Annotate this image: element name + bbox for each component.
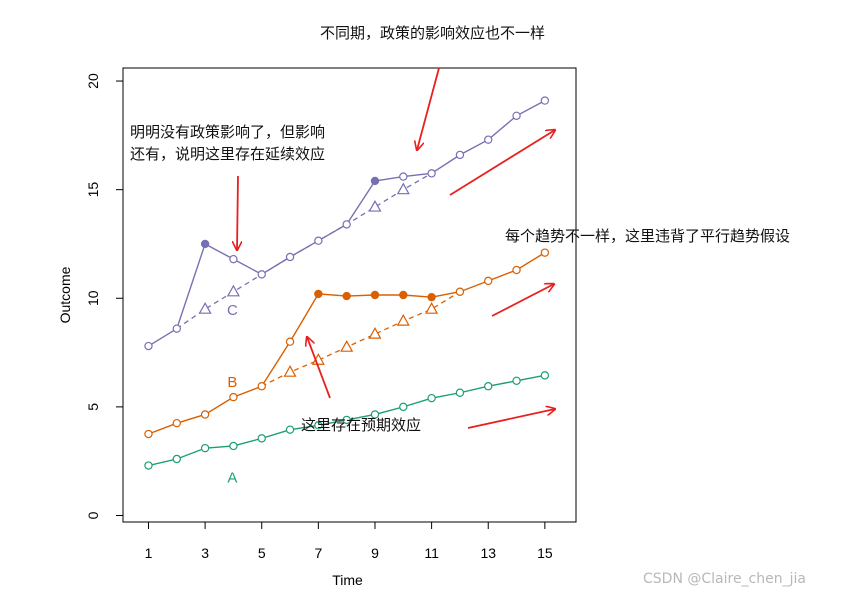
series-A (144, 371, 550, 470)
counterfactual-marker (368, 199, 382, 212)
data-point (512, 111, 521, 120)
plot-frame (122, 67, 577, 523)
y-tick-label: 10 (85, 290, 101, 306)
data-point (342, 291, 351, 301)
x-tick-label: 1 (145, 545, 153, 561)
data-point (370, 290, 380, 300)
annotation-trend-note: 每个趋势不一样，这里违背了平行趋势假设 (505, 227, 791, 245)
data-point (257, 382, 266, 391)
counterfactual-marker (226, 284, 240, 297)
counterfactual-marker (283, 365, 297, 377)
counterfactual-marker (396, 313, 410, 326)
annotation-top-note: 不同期，政策的影响效应也不一样 (320, 24, 546, 42)
data-point (144, 341, 153, 351)
data-point (455, 287, 465, 296)
counterfactual-line-C (176, 172, 432, 330)
x-tick-label: 13 (480, 545, 496, 561)
counterfactual-marker (198, 302, 212, 314)
x-tick-label: 9 (371, 545, 379, 561)
data-point (484, 135, 493, 144)
counterfactual-marker (396, 182, 410, 195)
x-tick-label: 5 (258, 545, 266, 561)
data-point (200, 239, 210, 249)
y-tick-label: 20 (85, 73, 101, 89)
x-tick-label: 11 (424, 545, 439, 561)
counterfactual-marker (340, 340, 354, 352)
data-point (370, 176, 380, 186)
y-tick-label: 0 (85, 511, 101, 519)
data-point (257, 270, 266, 279)
data-point (314, 421, 323, 430)
arrow-top-down (417, 67, 440, 150)
x-axis-label: Time (332, 572, 363, 588)
data-point (484, 382, 493, 391)
annotation-carryover-line2: 还有，说明这里存在延续效应 (130, 145, 326, 163)
data-point (314, 289, 323, 299)
data-point (172, 324, 181, 333)
data-point (399, 402, 408, 412)
x-tick-label: 15 (537, 545, 553, 561)
data-point (285, 425, 295, 434)
data-point (399, 290, 408, 300)
data-point (285, 252, 295, 262)
data-point (342, 415, 351, 425)
series-C (144, 96, 550, 351)
data-point (144, 429, 153, 439)
arrow-carryover-down (237, 175, 238, 250)
x-tick-label: 3 (201, 545, 209, 561)
series-B (144, 248, 550, 439)
data-point (540, 248, 550, 257)
data-point (342, 220, 351, 229)
data-point (229, 441, 238, 451)
x-tick-label: 7 (314, 545, 322, 561)
arrow-anticipation-up (307, 337, 331, 399)
series-label-A: A (227, 469, 237, 486)
data-point (257, 434, 266, 443)
arrow-trend-c (449, 130, 555, 196)
data-point (540, 371, 550, 380)
data-point (285, 337, 295, 346)
data-point (540, 96, 550, 105)
y-axis-label: Outcome (57, 266, 73, 323)
data-point (200, 443, 210, 453)
counterfactual-marker (425, 302, 439, 314)
data-point (144, 461, 153, 470)
annotation-carryover-line1: 明明没有政策影响了，但影响 (130, 123, 326, 141)
data-point (427, 292, 436, 302)
data-point (512, 265, 521, 275)
data-point (399, 172, 408, 181)
y-tick-label: 5 (85, 403, 101, 411)
counterfactual-marker (368, 327, 382, 339)
annotation-anticipation-note: 这里存在预期效应 (301, 416, 422, 434)
series-label-B: B (227, 374, 237, 391)
data-point (427, 169, 436, 178)
watermark: CSDN @Claire_chen_jia (643, 571, 806, 587)
data-point (455, 150, 465, 160)
arrow-trend-b (491, 284, 554, 317)
series-label-C: C (227, 302, 238, 319)
y-tick-label: 15 (85, 182, 101, 198)
data-point (229, 392, 238, 402)
data-point (484, 276, 493, 286)
arrow-trend-a (467, 409, 555, 429)
data-point (427, 393, 436, 403)
data-point (512, 376, 521, 386)
data-point (370, 410, 380, 419)
data-point (200, 410, 210, 419)
data-point (229, 254, 238, 264)
data-point (172, 454, 181, 464)
data-point (455, 388, 465, 397)
data-point (314, 236, 323, 245)
data-point (172, 418, 181, 428)
